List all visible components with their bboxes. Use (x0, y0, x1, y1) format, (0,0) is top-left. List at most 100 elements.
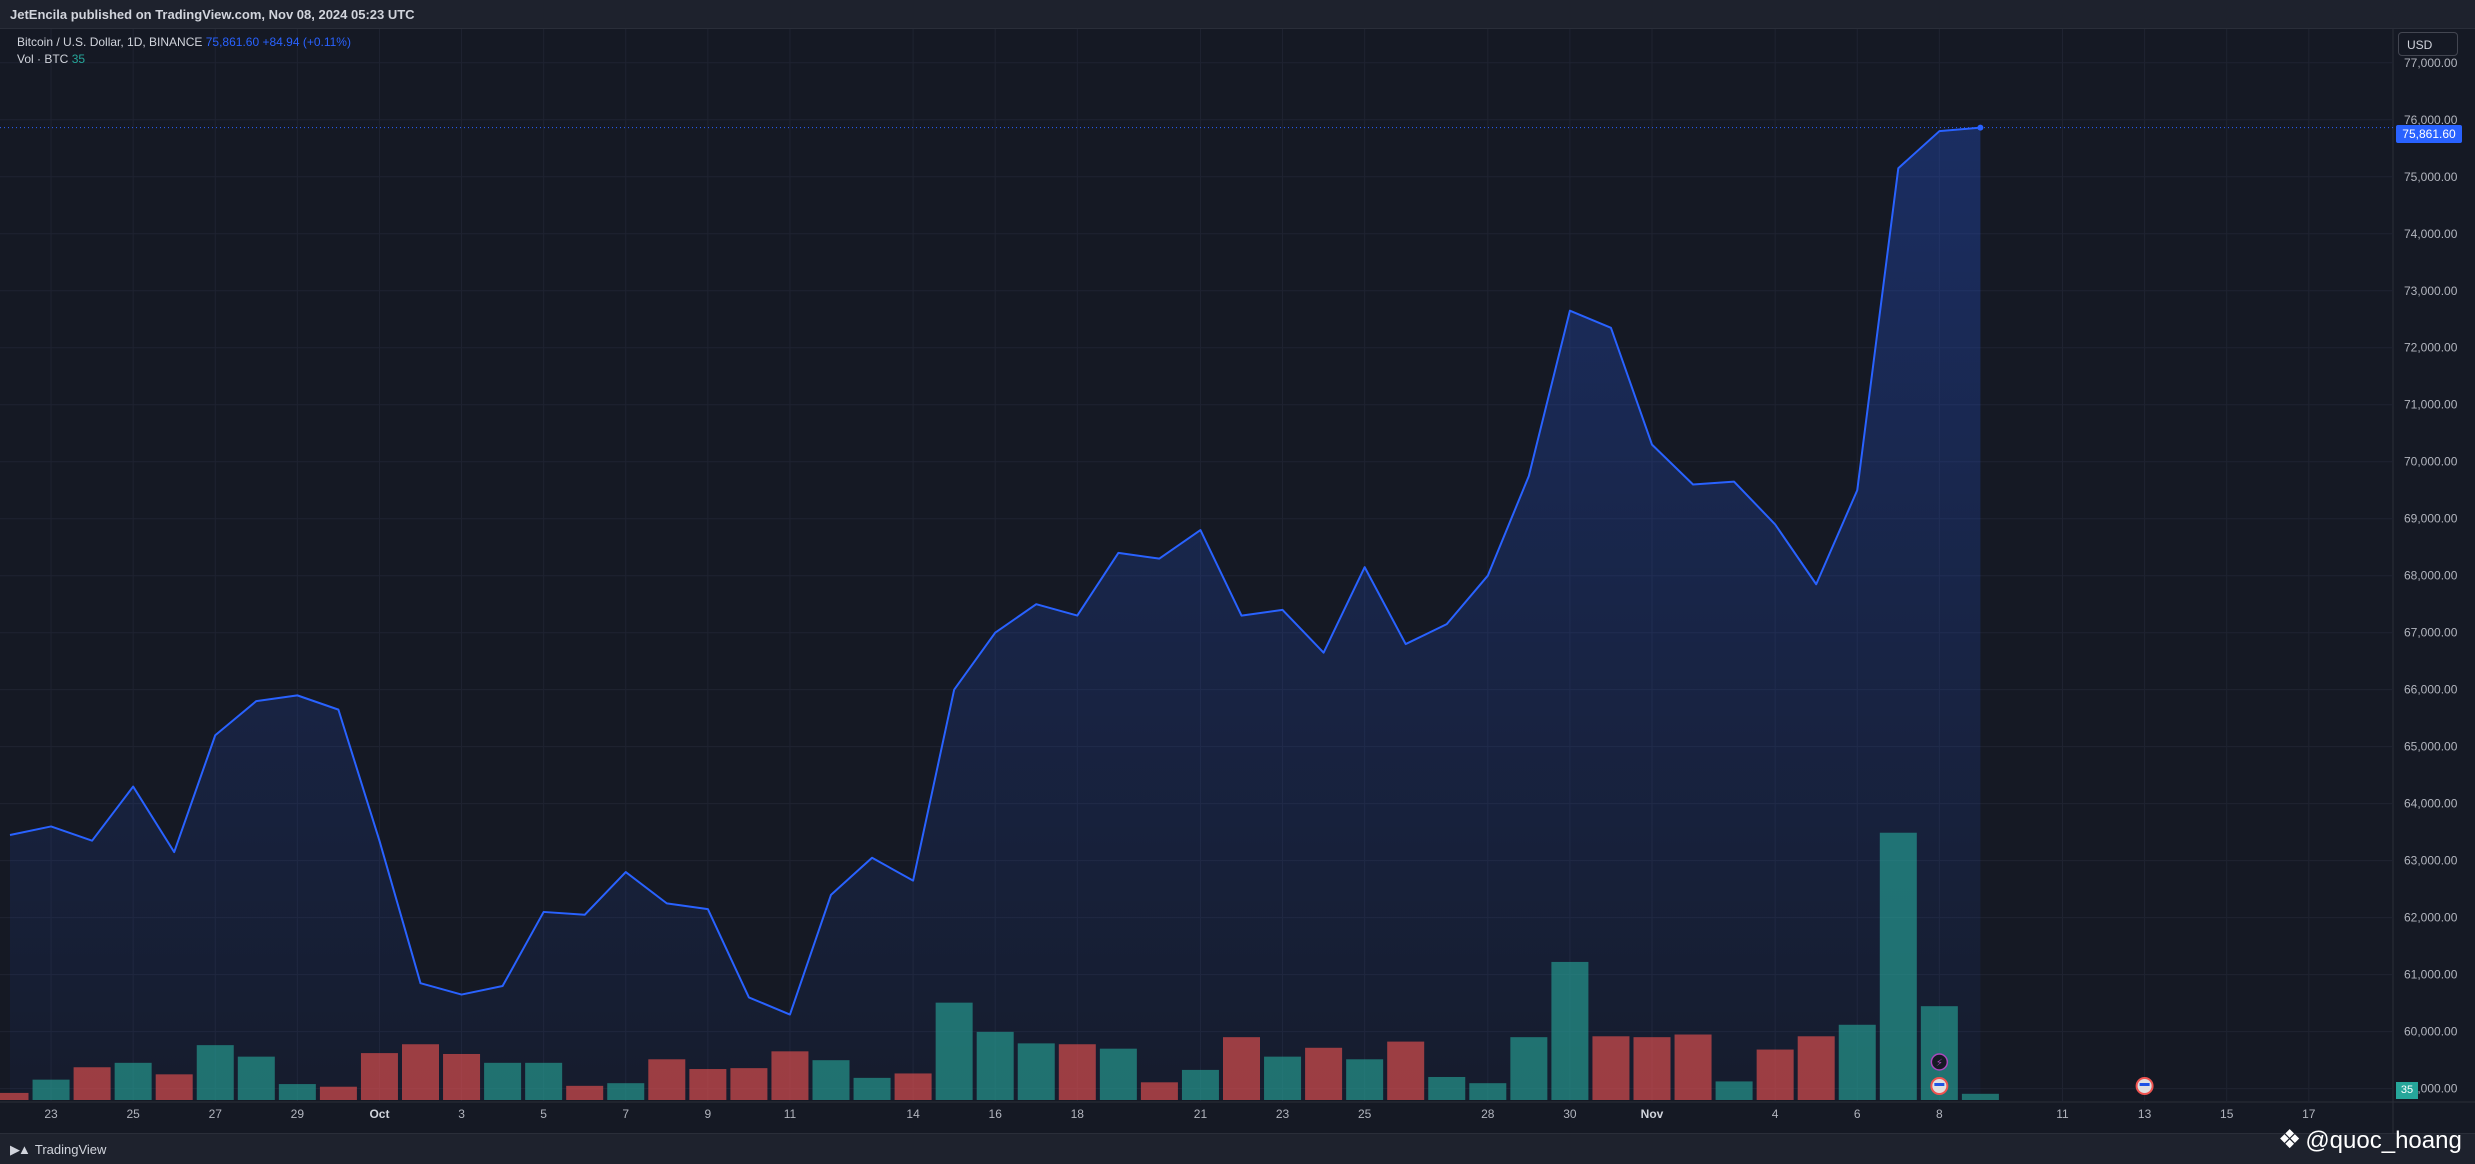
price-change: +84.94 (+0.11%) (262, 35, 351, 49)
volume-value: 35 (71, 52, 86, 66)
y-tick-label: 74,000.00 (2404, 227, 2458, 241)
volume-bar (566, 1085, 604, 1100)
x-tick-label: 28 (1481, 1107, 1495, 1121)
flag-stripe (1934, 1083, 1945, 1086)
currency-button[interactable]: USD (2398, 32, 2458, 56)
flag-stripe (2139, 1083, 2150, 1086)
time-axis[interactable]: 23 25 27 29 Oct 3 5 7 9 11 14 16 18 21 23 25 28 30 Nov 4 6 8 1… (44, 1107, 2315, 1121)
volume-bar (1387, 1041, 1425, 1100)
x-tick-label: Oct (369, 1107, 389, 1121)
volume-bars (0, 832, 1999, 1100)
volume-bar (402, 1044, 439, 1100)
y-tick-label: 68,000.00 (2404, 569, 2458, 583)
volume-bar (1305, 1047, 1343, 1100)
x-tick-label: 23 (1276, 1107, 1290, 1121)
x-tick-label: 11 (2056, 1107, 2069, 1121)
volume-bar (32, 1079, 70, 1100)
volume-bar (1756, 1049, 1794, 1100)
x-tick-label: 21 (1194, 1107, 1208, 1121)
x-tick-label: 3 (458, 1107, 465, 1121)
x-tick-label: 17 (2302, 1107, 2316, 1121)
volume-bar (812, 1060, 850, 1100)
watermark-text: @quoc_hoang (2305, 1127, 2462, 1154)
y-tick-label: 67,000.00 (2404, 626, 2458, 640)
symbol-description: Bitcoin / U.S. Dollar, 1D, BINANCE (17, 35, 203, 49)
volume-bar (1961, 1093, 1999, 1100)
x-tick-label: 25 (1358, 1107, 1372, 1121)
earnings-event-icon (1930, 1053, 1949, 1071)
price-axis[interactable]: 77,000.00 76,000.00 75,000.00 74,000.00 73,0… (2404, 56, 2458, 1096)
volume-bar (155, 1074, 193, 1100)
y-tick-label: 72,000.00 (2404, 341, 2458, 355)
volume-bar (1058, 1044, 1096, 1100)
symbol-legend-row[interactable]: Bitcoin / U.S. Dollar, 1D, BINANCE 75,86… (17, 34, 351, 51)
y-tick-label: 63,000.00 (2404, 854, 2458, 868)
lightning-icon: ⚡ (1936, 1058, 1943, 1069)
y-tick-label: 77,000.00 (2404, 56, 2458, 70)
volume-bar (196, 1045, 234, 1100)
event-markers[interactable]: ⚡ (1930, 1053, 2154, 1095)
y-tick-label: 73,000.00 (2404, 284, 2458, 298)
x-tick-label: 16 (989, 1107, 1003, 1121)
chart-legend: Bitcoin / U.S. Dollar, 1D, BINANCE 75,86… (17, 34, 351, 68)
volume-bar (484, 1062, 522, 1100)
x-tick-label: 14 (906, 1107, 920, 1121)
y-tick-label: 64,000.00 (2404, 797, 2458, 811)
last-price-badge: 75,861.60 (2396, 125, 2462, 143)
tradingview-logo-icon: ▶▲ (10, 1142, 31, 1157)
volume-bar (1592, 1036, 1630, 1100)
x-tick-label: Nov (1641, 1107, 1664, 1121)
volume-bar (853, 1077, 891, 1100)
x-tick-label: 29 (291, 1107, 305, 1121)
volume-bar (648, 1059, 686, 1100)
volume-bar (730, 1068, 768, 1100)
y-tick-label: 69,000.00 (2404, 512, 2458, 526)
y-tick-label: 75,000.00 (2404, 170, 2458, 184)
y-tick-label: 61,000.00 (2404, 968, 2458, 982)
x-tick-label: 23 (44, 1107, 58, 1121)
price-area (10, 127, 1981, 1101)
x-tick-label: 25 (126, 1107, 140, 1121)
volume-bar (73, 1067, 111, 1100)
volume-bar (1551, 961, 1589, 1100)
volume-bar (689, 1069, 727, 1100)
volume-bar (1469, 1083, 1507, 1100)
y-tick-label: 66,000.00 (2404, 683, 2458, 697)
volume-bar (1797, 1036, 1835, 1100)
x-tick-label: 8 (1936, 1107, 1943, 1121)
volume-bar (0, 1092, 29, 1100)
x-tick-label: 11 (784, 1107, 797, 1121)
volume-label: Vol · BTC (17, 52, 69, 66)
volume-bar (1838, 1024, 1876, 1100)
volume-legend-row[interactable]: Vol · BTC 35 (17, 51, 351, 68)
x-tick-label: 5 (540, 1107, 547, 1121)
volume-bar (114, 1062, 152, 1100)
volume-bar (1181, 1069, 1219, 1100)
price-line-path (9, 126, 1981, 1016)
x-tick-label: 6 (1854, 1107, 1861, 1121)
volume-bar (607, 1083, 645, 1100)
volume-bar (319, 1086, 357, 1100)
volume-bar (1428, 1076, 1466, 1100)
x-tick-label: 18 (1071, 1107, 1085, 1121)
x-tick-label: 30 (1563, 1107, 1577, 1121)
y-tick-label: 71,000.00 (2404, 398, 2458, 412)
volume-bar (1674, 1034, 1712, 1100)
volume-bar (360, 1053, 398, 1100)
x-tick-label: 13 (2138, 1107, 2152, 1121)
volume-bar (278, 1084, 316, 1100)
last-price-dot (1977, 124, 1984, 131)
volume-bar (1099, 1048, 1137, 1100)
volume-bar (237, 1056, 275, 1100)
tradingview-logo[interactable]: ▶▲ TradingView (10, 1142, 106, 1158)
volume-bar (525, 1062, 563, 1100)
volume-bar (1633, 1037, 1671, 1100)
x-tick-label: 15 (2220, 1107, 2234, 1121)
volume-bar (1346, 1059, 1384, 1100)
footer-bar: ▶▲ TradingView (0, 1133, 2475, 1164)
price-area-fill (10, 127, 1981, 1101)
volume-bar (1223, 1037, 1260, 1100)
y-tick-label: 70,000.00 (2404, 455, 2458, 469)
publish-header: JetEncila published on TradingView.com, … (0, 0, 2475, 29)
